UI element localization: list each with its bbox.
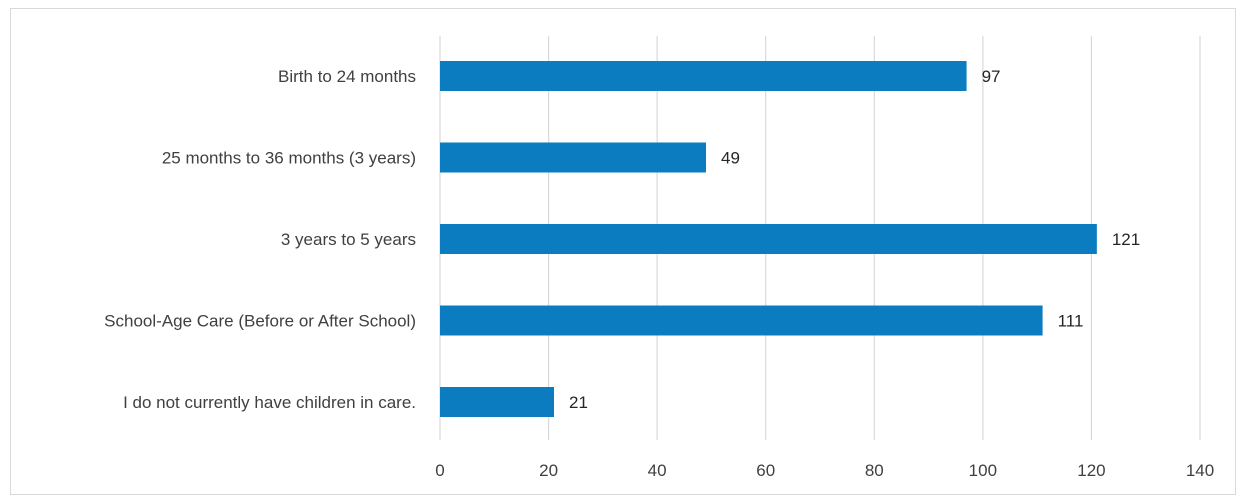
data-label: 121	[1112, 230, 1140, 249]
bar	[440, 224, 1097, 254]
x-tick-label: 80	[865, 461, 884, 480]
x-tick-label: 0	[435, 461, 444, 480]
data-label: 111	[1058, 312, 1084, 331]
data-label: 21	[569, 393, 588, 412]
bars	[440, 61, 1097, 417]
x-tick-label: 140	[1186, 461, 1214, 480]
x-tick-label: 100	[969, 461, 997, 480]
x-tick-label: 120	[1077, 461, 1105, 480]
x-axis-ticks: 0 20 40 60 80 100 120 140	[435, 461, 1214, 480]
category-label: School-Age Care (Before or After School)	[104, 312, 416, 331]
bar	[440, 387, 554, 417]
data-labels: 97 49 121 111 21	[569, 67, 1140, 412]
category-labels: Birth to 24 months 25 months to 36 months…	[104, 67, 416, 412]
bar	[440, 142, 706, 173]
x-tick-label: 20	[539, 461, 558, 480]
category-label: 25 months to 36 months (3 years)	[162, 149, 416, 168]
bar	[440, 305, 1043, 336]
data-label: 97	[982, 67, 1001, 86]
category-label: Birth to 24 months	[278, 67, 416, 86]
x-tick-label: 40	[648, 461, 667, 480]
data-label: 49	[721, 149, 740, 168]
category-label: 3 years to 5 years	[281, 230, 416, 249]
category-label: I do not currently have children in care…	[123, 393, 416, 412]
x-tick-label: 60	[756, 461, 775, 480]
bar	[440, 61, 967, 91]
